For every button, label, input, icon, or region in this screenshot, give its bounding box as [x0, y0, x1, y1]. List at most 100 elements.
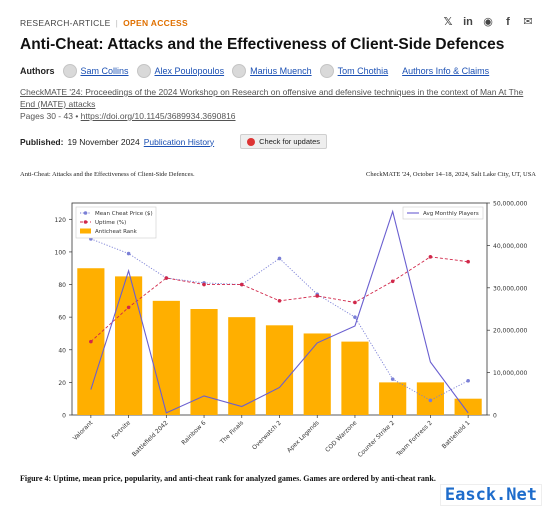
point-mean-cheat-price	[353, 315, 357, 319]
y-right-tick-label: 50,000,000	[493, 201, 528, 208]
point-uptime	[239, 282, 244, 287]
point-uptime	[353, 300, 357, 305]
avatar	[136, 64, 151, 78]
point-uptime	[126, 305, 131, 310]
check-updates-label: Check for updates	[259, 137, 321, 146]
point-uptime	[202, 282, 206, 287]
authors-label: Authors	[20, 66, 55, 76]
running-head-left: Anti-Cheat: Attacks and the Effectivenes…	[20, 171, 195, 178]
bar-anticheat-rank	[379, 382, 407, 415]
legend-label: Mean Cheat Price ($)	[95, 211, 153, 217]
bar-anticheat-rank	[228, 317, 256, 415]
y-right-tick-label: 40,000,000	[493, 243, 528, 250]
published-label: Published:	[20, 136, 64, 147]
line-avg-monthly-players	[90, 209, 469, 414]
y-left-tick-label: 20	[58, 380, 66, 387]
author-name[interactable]: Tom Chothia	[337, 66, 389, 76]
email-icon[interactable]: ✉	[523, 16, 533, 28]
publication-history-link[interactable]: Publication History	[143, 136, 215, 147]
divider: |	[115, 18, 119, 28]
open-access-badge: OPEN ACCESS	[123, 18, 188, 28]
point-mean-cheat-price	[466, 378, 470, 383]
legend-label: Uptime (%)	[95, 220, 126, 226]
author[interactable]: Sam Collins	[62, 64, 129, 78]
point-uptime	[315, 294, 320, 298]
x-tick-label: COD Warzone	[324, 419, 358, 453]
legend-marker	[83, 211, 88, 215]
x-tick-label: Valorant	[72, 419, 95, 442]
bar-anticheat-rank	[265, 325, 294, 415]
x-tick-label: Counter Strike 2	[357, 419, 397, 459]
x-icon[interactable]: 𝕏	[443, 16, 453, 28]
publication-info: CheckMATE '24: Proceedings of the 2024 W…	[20, 86, 540, 122]
y-left-tick-label: 120	[55, 217, 67, 224]
y-left-tick-label: 0	[62, 413, 66, 420]
x-tick-label: Battlefield 2042	[131, 419, 170, 458]
x-tick-label: Apex Legends	[286, 419, 321, 454]
point-mean-cheat-price	[277, 256, 282, 261]
avatar	[319, 64, 334, 78]
point-uptime	[428, 255, 433, 259]
y-right-tick-label: 10,000,000	[493, 370, 528, 377]
doi-link[interactable]: https://doi.org/10.1145/3689934.3690816	[80, 111, 236, 121]
x-tick-label: Fortnite	[111, 419, 133, 441]
y-left-tick-label: 60	[58, 315, 66, 322]
bar-anticheat-rank	[152, 300, 180, 415]
point-uptime	[390, 279, 395, 284]
figure-chart: 0 20 40 60 80 100 120 0 10,000,000 20,000,000 30,0…	[55, 201, 528, 459]
author[interactable]: Tom Chothia	[319, 64, 389, 78]
bar-anticheat-rank	[341, 341, 369, 415]
y-left-tick-label: 100	[55, 249, 67, 256]
reddit-icon[interactable]: ◉	[483, 16, 493, 28]
paper-title: Anti-Cheat: Attacks and the Effectivenes…	[20, 36, 505, 53]
x-tick-label: Team Fortress 2	[395, 419, 434, 458]
legend-marker	[83, 220, 88, 224]
y-left-tick-label: 80	[58, 282, 66, 289]
bar-anticheat-rank	[115, 276, 143, 415]
lines-layer	[89, 209, 470, 414]
legend-label: Avg Monthly Players	[423, 211, 479, 217]
pages: Pages 30 - 43	[20, 111, 73, 121]
legend-swatch	[80, 228, 91, 234]
share-toolbar: 𝕏 in ◉ f ✉	[442, 16, 534, 28]
proceedings-link[interactable]: CheckMATE '24: Proceedings of the 2024 W…	[20, 87, 524, 109]
legend-layer: Mean Cheat Price ($) Uptime (%) Anticheat …	[75, 206, 484, 239]
pages-doi-row: Pages 30 - 43 • https://doi.org/10.1145/…	[20, 110, 540, 122]
y-left-tick-label: 40	[58, 347, 66, 354]
authors-row: Authors Sam Collins Alex Poulopoulos Mar…	[20, 64, 489, 78]
point-uptime	[466, 259, 470, 264]
legend-box-right	[402, 206, 484, 220]
author-name[interactable]: Sam Collins	[80, 66, 129, 76]
bar-anticheat-rank	[454, 398, 482, 415]
facebook-icon[interactable]: f	[506, 16, 510, 28]
figure-caption: Figure 4: Uptime, mean price, popularity…	[20, 474, 436, 483]
point-uptime	[164, 276, 169, 280]
watermark: Easck.Net	[439, 484, 542, 506]
point-mean-cheat-price	[390, 377, 395, 381]
bars-layer	[77, 268, 482, 415]
bullet: •	[75, 111, 81, 121]
bar-anticheat-rank	[190, 309, 218, 415]
linkedin-icon[interactable]: in	[463, 16, 473, 28]
legend-label: Anticheat Rank	[95, 229, 138, 235]
article-type: RESEARCH-ARTICLE	[20, 18, 111, 28]
author-name[interactable]: Alex Poulopoulos	[154, 66, 225, 76]
crossmark-icon	[247, 137, 256, 146]
article-type-bar: RESEARCH-ARTICLE | OPEN ACCESS	[20, 18, 188, 28]
author-name[interactable]: Marius Muench	[250, 66, 312, 76]
avatar	[62, 64, 77, 78]
authors-info-link[interactable]: Authors Info & Claims	[402, 66, 490, 76]
published-row: Published: 19 November 2024 Publication …	[20, 134, 328, 149]
author[interactable]: Marius Muench	[232, 64, 312, 78]
point-uptime	[89, 339, 93, 344]
legend-box-left	[75, 206, 157, 239]
running-head-right: CheckMATE '24, October 14–18, 2024, Salt…	[366, 171, 536, 178]
check-updates-button[interactable]: Check for updates	[240, 134, 328, 149]
avatar	[232, 64, 247, 78]
line-mean-cheat-price	[90, 238, 469, 401]
x-tick-label: Overwatch 2	[251, 419, 283, 451]
point-uptime	[277, 299, 282, 303]
x-tick-label: Rainbow 6	[180, 419, 207, 446]
x-tick-label: Battlefield 1	[441, 419, 472, 450]
author[interactable]: Alex Poulopoulos	[136, 64, 225, 78]
